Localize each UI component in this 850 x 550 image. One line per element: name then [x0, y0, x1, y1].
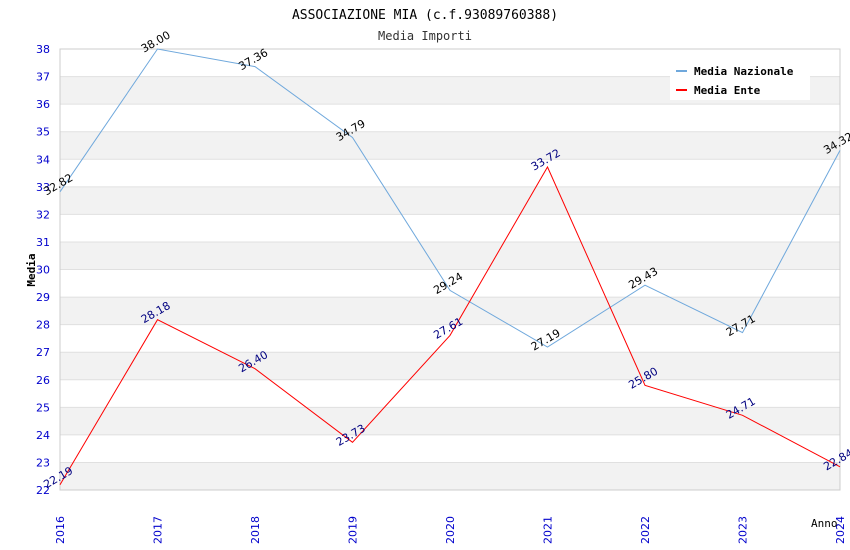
y-tick-label: 25: [36, 401, 50, 414]
x-tick-label: 2017: [152, 516, 165, 544]
series-line: [59, 48, 841, 348]
legend: Media Nazionale Media Ente: [670, 60, 810, 100]
data-label: 27.19: [529, 326, 563, 353]
grid-band: [60, 407, 840, 435]
grid-band: [60, 241, 840, 270]
x-axis-ticks: 2016 2017 2018 2019 2020 2021 2022 2023 2024: [54, 516, 847, 544]
y-tick-label: 38: [36, 43, 50, 56]
y-tick-label: 24: [36, 429, 50, 442]
x-tick-label: 2020: [444, 516, 457, 544]
plot-frame: [59, 48, 841, 491]
grid-band: [60, 186, 840, 215]
chart-title: ASSOCIAZIONE MIA (c.f.93089760388): [292, 8, 558, 23]
series-line: [59, 165, 841, 486]
y-tick-label: 36: [36, 98, 50, 111]
y-tick-label: 22: [36, 484, 50, 497]
x-tick-label: 2024: [834, 516, 847, 544]
y-tick-label: 29: [36, 291, 50, 304]
y-tick-label: 23: [36, 456, 50, 469]
y-tick-label: 33: [36, 181, 50, 194]
x-tick-label: 2018: [249, 516, 262, 544]
y-tick-label: 31: [36, 236, 50, 249]
y-tick-label: 26: [36, 374, 50, 387]
grid-band: [60, 297, 840, 325]
x-tick-label: 2021: [542, 516, 555, 544]
x-tick-label: 2023: [737, 516, 750, 544]
legend-label: Media Ente: [694, 84, 761, 97]
y-tick-label: 35: [36, 126, 50, 139]
chart-subtitle: Media Importi: [378, 29, 472, 43]
x-tick-label: 2016: [54, 516, 67, 544]
y-tick-label: 30: [36, 264, 50, 277]
legend-box: [670, 60, 810, 100]
grid-band: [60, 462, 840, 490]
data-label: 37.36: [236, 46, 270, 73]
data-label: 29.24: [431, 270, 465, 297]
x-tick-label: 2022: [639, 516, 652, 544]
grid-bands: [60, 76, 840, 490]
y-tick-label: 32: [36, 208, 50, 221]
x-axis-label: Anno: [811, 517, 838, 530]
y-axis-ticks: 22 23 24 25 26 27 28 29 30 31 32 33 34 35 36 37 38: [36, 43, 50, 497]
series-group: [59, 48, 841, 486]
grid-band: [60, 352, 840, 380]
x-tick-label: 2019: [347, 516, 360, 544]
y-tick-label: 28: [36, 319, 50, 332]
y-axis-label: Media: [25, 253, 38, 286]
y-tick-label: 27: [36, 346, 50, 359]
y-tick-label: 34: [36, 153, 50, 166]
legend-label: Media Nazionale: [694, 65, 794, 78]
y-tick-label: 37: [36, 71, 50, 84]
grid-band: [60, 131, 840, 160]
